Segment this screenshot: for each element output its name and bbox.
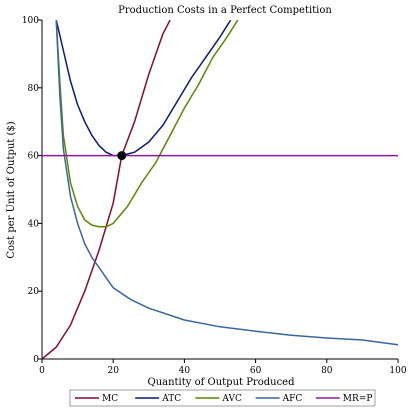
- x-axis-label: Quantity of Output Produced: [148, 377, 296, 388]
- series-line-mc: [42, 20, 171, 359]
- y-tick-label: 0: [33, 355, 39, 365]
- y-tick-label: 20: [28, 287, 40, 297]
- x-tick-label: 60: [250, 366, 262, 376]
- series-group: [42, 20, 398, 359]
- legend-label-mc: MC: [102, 394, 118, 404]
- series-line-avc: [55, 20, 239, 228]
- legend-label-afc: AFC: [282, 394, 303, 404]
- legend-label-avc: AVC: [221, 394, 242, 404]
- series-line-afc: [55, 20, 398, 346]
- y-axis-label: Cost per Unit of Output ($): [6, 121, 17, 258]
- series-line-atc: [55, 20, 232, 157]
- x-tick-label: 20: [107, 366, 119, 376]
- chart-title: Production Costs in a Perfect Competitio…: [118, 5, 332, 16]
- x-tick-label: 80: [321, 366, 333, 376]
- legend-label-atc: ATC: [161, 394, 181, 404]
- y-tick-label: 100: [22, 16, 39, 26]
- plot-area: 0 20 40 60 80 100 0 20 40 60 80 100: [22, 16, 407, 376]
- x-tick-label: 40: [179, 366, 191, 376]
- legend-label-mr-p: MR=P: [343, 394, 373, 404]
- y-tick-label: 40: [28, 219, 40, 229]
- x-tick-label: 0: [39, 366, 45, 376]
- y-tick-label: 80: [28, 84, 40, 94]
- y-tick-label: 60: [28, 152, 40, 162]
- legend-box: [69, 389, 376, 407]
- x-tick-label: 100: [389, 366, 406, 376]
- legend: MC ATC AVC AFC MR=P: [69, 389, 376, 407]
- equilibrium-point: [117, 151, 127, 161]
